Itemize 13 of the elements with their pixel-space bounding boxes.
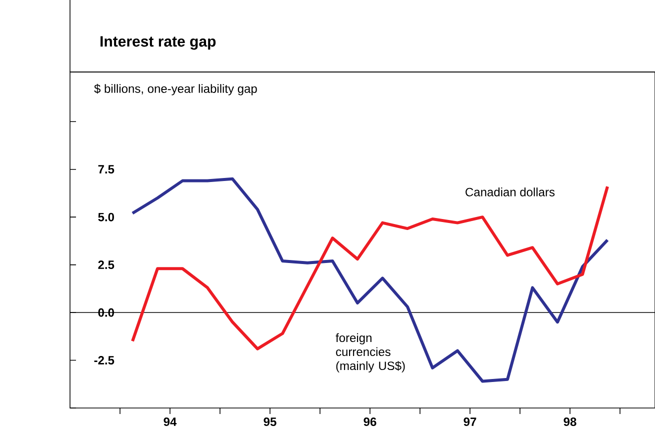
- y-tick-label: -2.5: [94, 356, 114, 364]
- y-tick-label: 7.5: [98, 165, 114, 174]
- y-tick-label: 5.0: [98, 212, 114, 222]
- series-label: foreign currencies (mainly US$): [336, 333, 405, 372]
- y-axis-title: $ billions, one-year liability gap: [94, 84, 257, 96]
- y-tick-label: 2.5: [98, 260, 114, 270]
- x-tick-label: 95: [264, 418, 276, 426]
- series-label: Canadian dollars: [466, 188, 555, 196]
- x-tick-label: 97: [464, 418, 476, 426]
- x-tick-label: 96: [364, 418, 376, 426]
- x-tick-label: 94: [164, 418, 177, 426]
- x-tick-label: 98: [564, 418, 576, 426]
- chart-title: Interest rate gap: [100, 36, 216, 50]
